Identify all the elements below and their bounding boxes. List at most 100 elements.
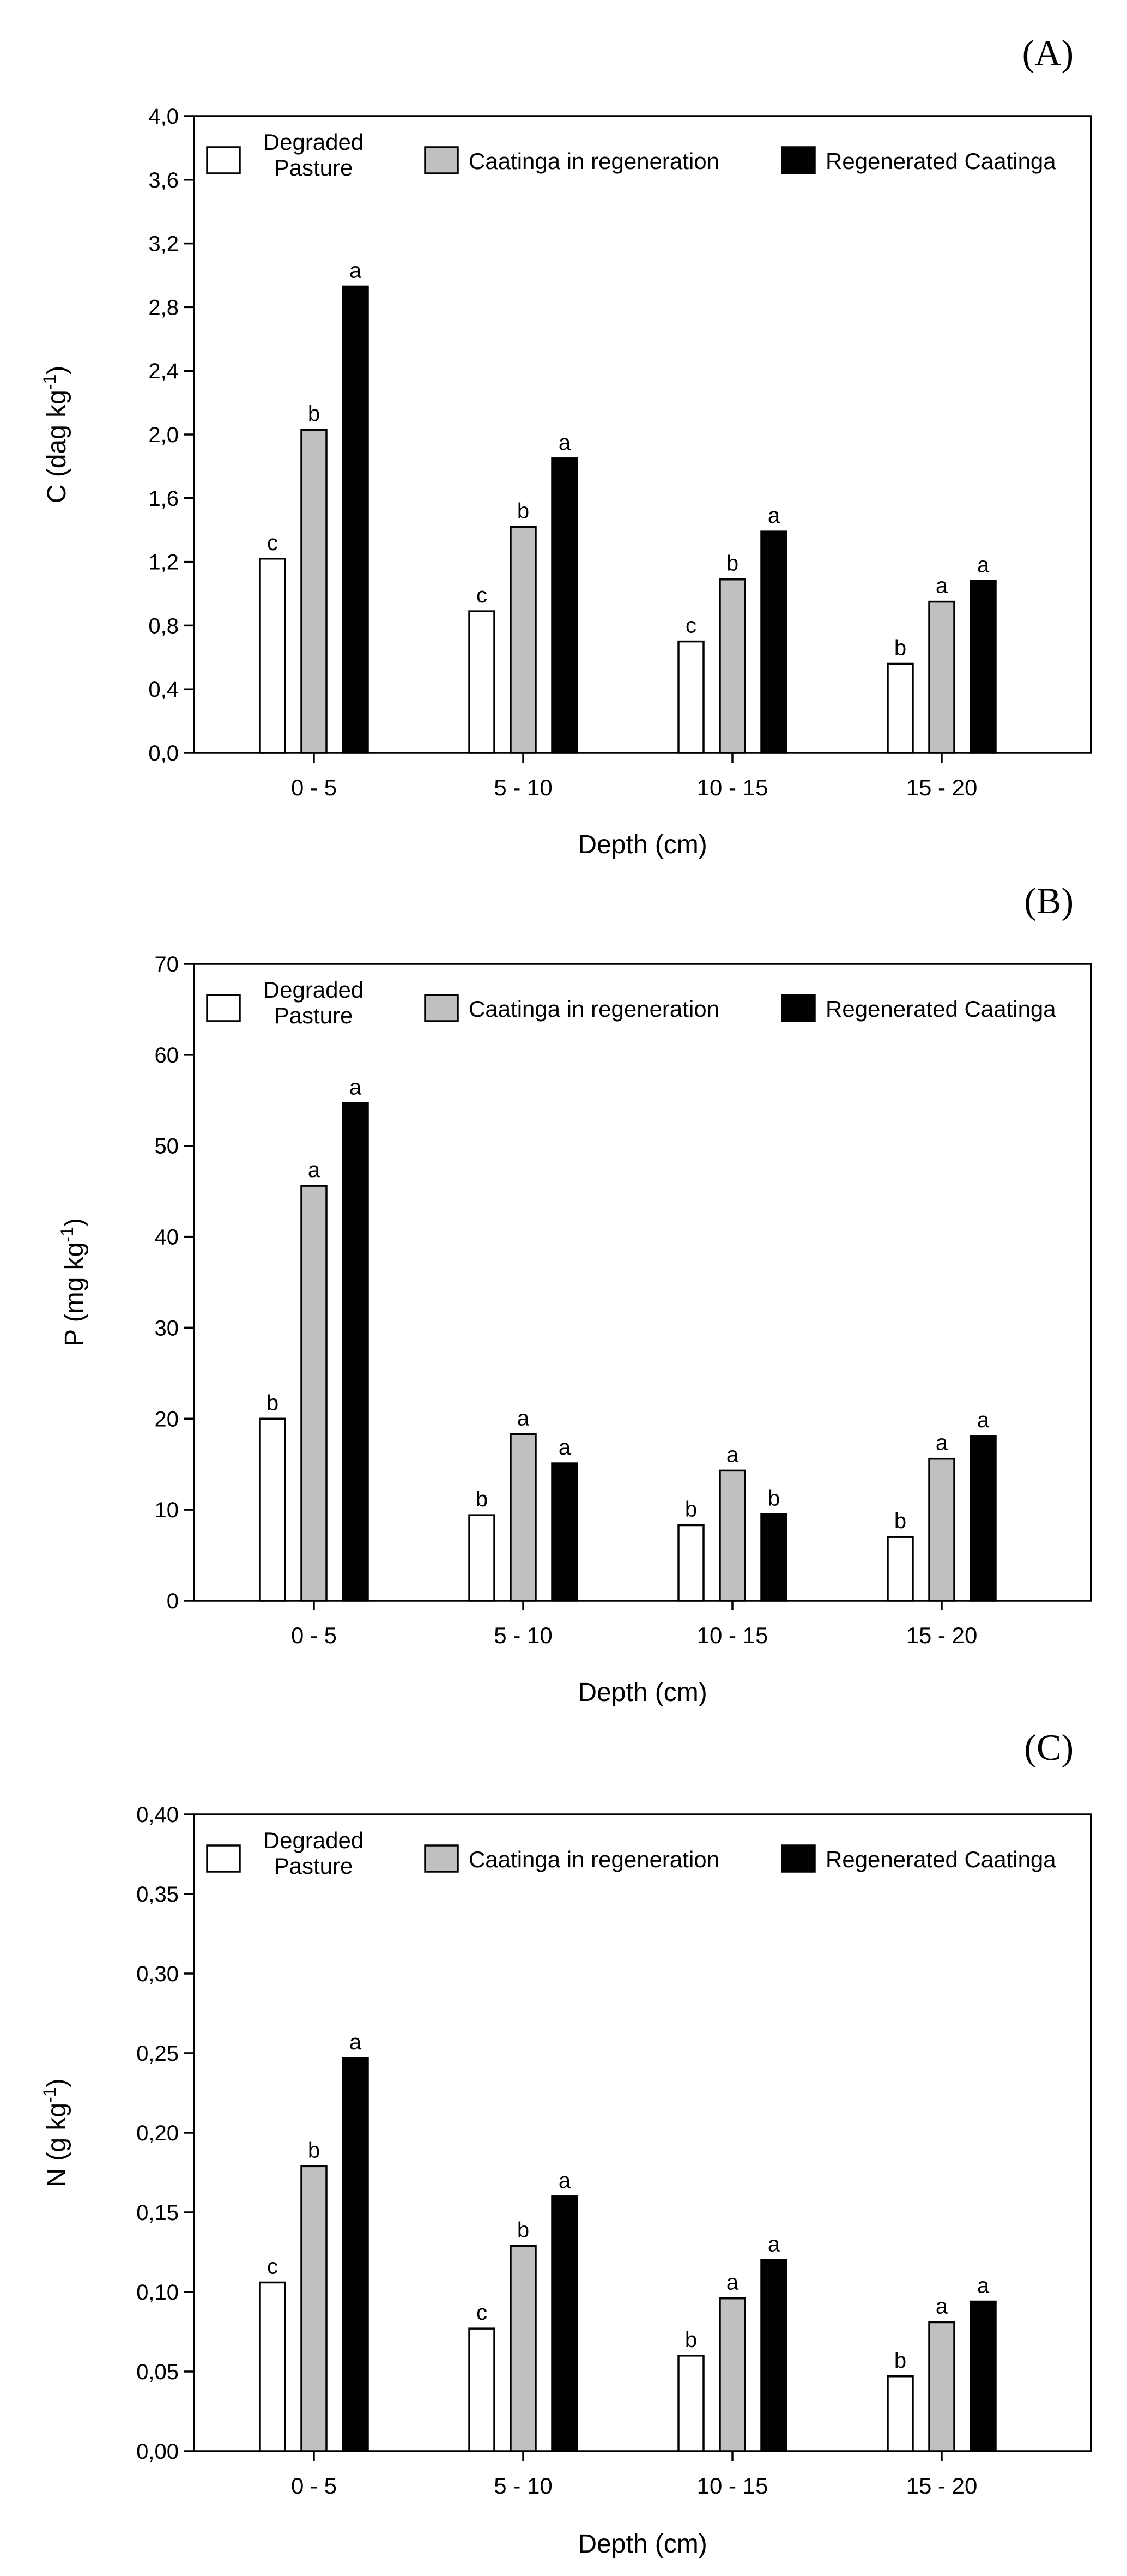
bar-regenerated [551, 1462, 578, 1602]
legend-label-regeneration: Caatinga in regeneration [469, 148, 719, 174]
significance-letter: a [559, 1435, 571, 1459]
plot-area-frame [193, 963, 1092, 1602]
bar-degraded [259, 558, 286, 754]
significance-letter: b [894, 636, 906, 660]
x-tick-label: 0 - 5 [291, 775, 337, 800]
x-tick-label: 10 - 15 [697, 2473, 768, 2499]
significance-letter: a [308, 1158, 320, 1182]
bar-regeneration [928, 600, 955, 754]
x-axis-title: Depth (cm) [578, 830, 707, 859]
significance-letter: b [894, 1509, 906, 1533]
significance-letter: a [936, 1431, 948, 1455]
significance-letter: a [559, 2169, 571, 2193]
y-axis: 0,00 0,05 0,10 0,15 0,20 0,25 0,30 0,35 0,40 [136, 1803, 194, 2464]
bar-regeneration [510, 1433, 537, 1602]
bar-degraded [468, 610, 495, 754]
significance-letter: a [726, 1443, 739, 1467]
y-axis-title: N (g kg-1) [40, 2078, 71, 2187]
x-tick-label: 5 - 10 [494, 775, 552, 800]
y-tick-label: 0,8 [148, 614, 179, 638]
legend-swatch-regeneration [424, 1844, 459, 1873]
y-tick-label: 3,6 [148, 168, 179, 192]
significance-letter: a [349, 2030, 362, 2054]
significance-letter: a [559, 431, 571, 455]
panel-label: (B) [1024, 880, 1074, 921]
y-tick-label: 0 [167, 1589, 179, 1613]
legend: Degraded Pasture Caatinga in regeneratio… [206, 1827, 1056, 1879]
bar-regeneration [300, 1185, 328, 1602]
x-axis-title: Depth (cm) [578, 1678, 707, 1707]
bar-degraded [887, 1536, 914, 1602]
significance-letter: a [977, 553, 990, 577]
legend-label-degraded-line2: Pasture [274, 1003, 353, 1028]
bar-regenerated [760, 530, 787, 754]
panel-label: (A) [1022, 32, 1074, 74]
significance-letter: a [349, 258, 362, 282]
significance-letter: c [686, 614, 696, 638]
bar-regeneration [719, 1469, 746, 1602]
bar-group [259, 2057, 997, 2452]
y-axis: 0,0 0,4 0,8 1,2 1,6 2,0 2,4 2,8 3,2 3,6 4,0 [148, 105, 194, 765]
significance-letter: c [267, 2254, 278, 2278]
legend: Degraded Pasture Caatinga in regeneratio… [206, 129, 1056, 180]
bar-degraded [259, 2281, 286, 2452]
significance-letter: a [936, 574, 948, 598]
bar-degraded [468, 2327, 495, 2452]
bar-regenerated [551, 2195, 578, 2452]
y-tick-label: 2,8 [148, 295, 179, 319]
significance-letters: c c b b b b a a a a a a [267, 2030, 990, 2373]
bar-regenerated [342, 2057, 369, 2452]
significance-letter: b [308, 402, 320, 426]
significance-letter: b [266, 1391, 278, 1415]
bar-regenerated [970, 580, 997, 754]
bar-regenerated [970, 1435, 997, 1602]
legend-label-degraded-line1: Degraded [263, 1827, 363, 1853]
bar-group [259, 285, 997, 754]
chart-panel-b: (B) 0 10 20 30 40 50 60 70 0 - 5 5 - 10 10 - 15 15… [57, 880, 1092, 1707]
legend-label-regeneration: Caatinga in regeneration [469, 1847, 719, 1872]
x-tick-label: 15 - 20 [906, 775, 978, 800]
legend-swatch-degraded [206, 146, 241, 174]
significance-letter: b [685, 1498, 697, 1522]
significance-letter: a [726, 2271, 739, 2295]
significance-letter: a [349, 1075, 362, 1099]
legend-label-degraded-line2: Pasture [274, 155, 353, 180]
significance-letter: a [977, 1408, 990, 1432]
bar-regeneration [928, 2321, 955, 2452]
x-tick-label: 0 - 5 [291, 1622, 337, 1648]
x-tick-label: 10 - 15 [697, 775, 768, 800]
legend-swatch-regenerated [781, 1844, 816, 1873]
significance-letter: c [476, 2301, 487, 2325]
bar-regenerated [342, 285, 369, 754]
significance-letter: c [267, 531, 278, 555]
bar-degraded [259, 1417, 286, 1602]
chart-panel-a: (A) 0,0 0,4 0,8 1,2 1,6 2,0 2,4 2,8 3,2 3,6 4,0 0 … [40, 32, 1092, 859]
significance-letter: b [685, 2328, 697, 2352]
significance-letters: b b b b a a a a a a b a [266, 1075, 990, 1533]
legend-label-degraded-line1: Degraded [263, 129, 363, 155]
legend-label-regenerated: Regenerated Caatinga [826, 996, 1056, 1022]
bar-regenerated [970, 2300, 997, 2452]
legend-swatch-regenerated [781, 146, 816, 174]
y-tick-label: 0,20 [136, 2121, 179, 2145]
legend-label-degraded-line1: Degraded [263, 977, 363, 1003]
x-tick-label: 5 - 10 [494, 2473, 552, 2499]
panel-label: (C) [1024, 1727, 1074, 1768]
x-tick-label: 15 - 20 [906, 1622, 978, 1648]
y-tick-label: 0,40 [136, 1803, 179, 1827]
significance-letter: a [768, 504, 780, 528]
y-tick-label: 0,10 [136, 2281, 179, 2304]
bar-regeneration [719, 578, 746, 754]
y-axis-title: C (dag kg-1) [40, 366, 71, 504]
y-tick-label: 0,15 [136, 2201, 179, 2225]
significance-letter: b [517, 2218, 529, 2242]
bar-degraded [677, 640, 705, 754]
y-axis-title: P (mg kg-1) [57, 1218, 89, 1347]
y-tick-label: 50 [155, 1135, 179, 1159]
chart-panel-c: (C) 0,00 0,05 0,10 0,15 0,20 0,25 0,30 0,35 0,40… [40, 1727, 1092, 2559]
bar-regenerated [551, 457, 578, 754]
x-tick-label: 5 - 10 [494, 1622, 552, 1648]
y-tick-label: 2,4 [148, 359, 179, 383]
significance-letter: b [894, 2349, 906, 2373]
